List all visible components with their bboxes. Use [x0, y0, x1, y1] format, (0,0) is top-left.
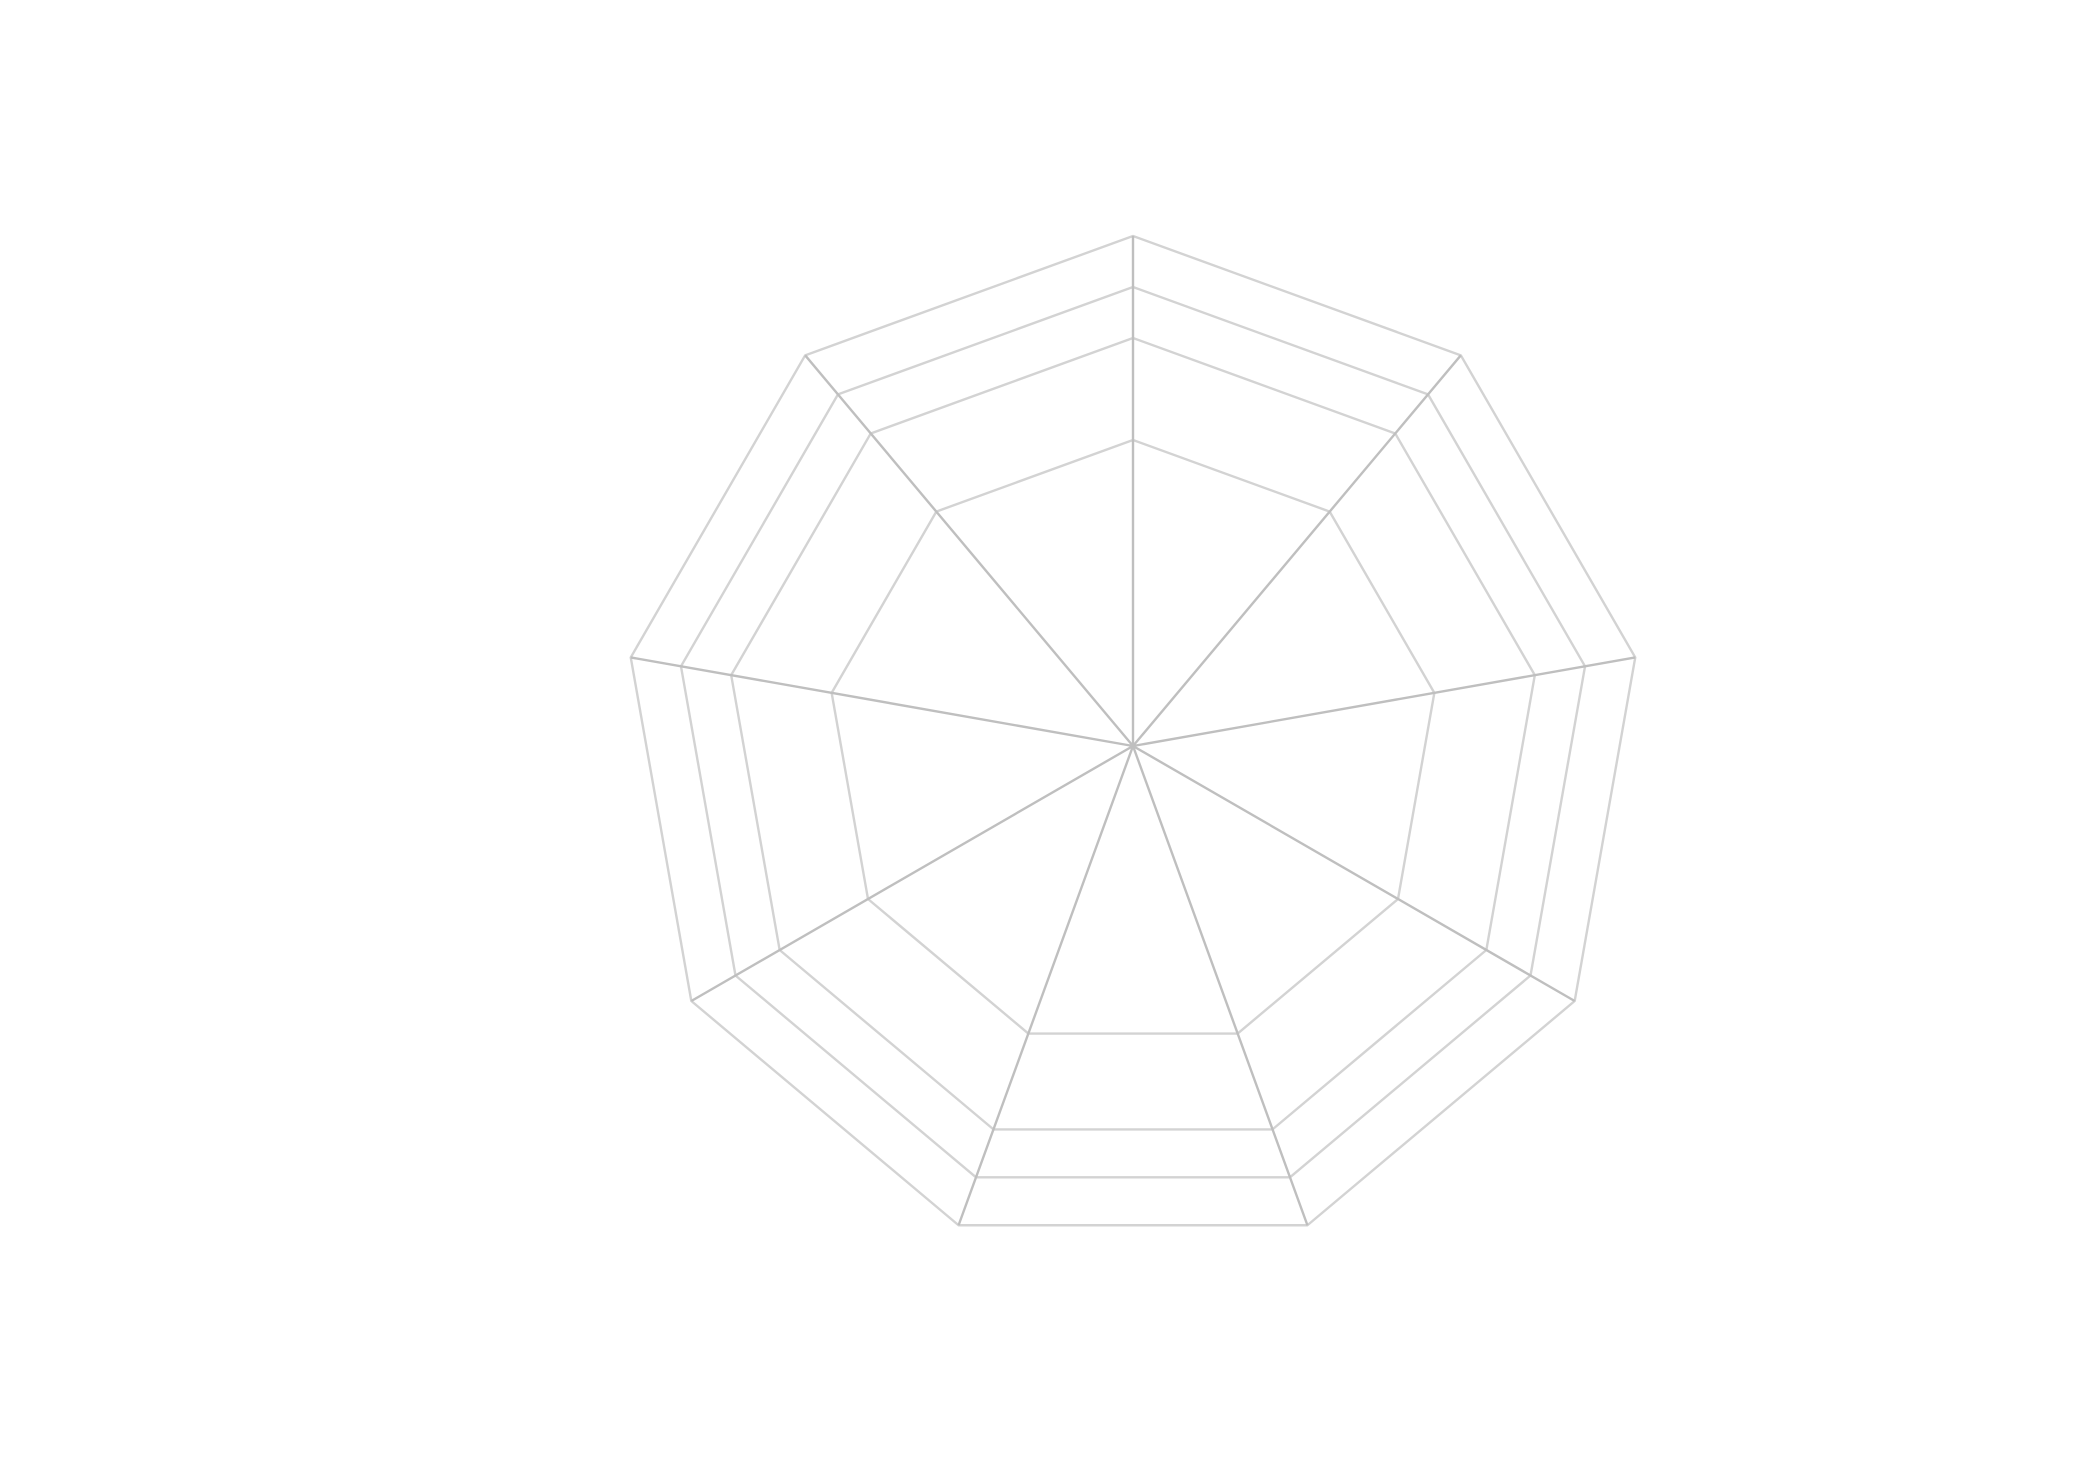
radar-spoke-7 — [690, 744, 1134, 1003]
radar-grid-ring-2 — [730, 336, 1537, 1131]
radar-grid-ring-3 — [679, 285, 1587, 1179]
radar-grid-ring-4 — [629, 234, 1637, 1227]
radar-spoke-5 — [1131, 745, 1309, 1226]
radar-spoke-3 — [1132, 656, 1636, 748]
radar-spoke-6 — [957, 745, 1135, 1226]
radar-grid-ring-1 — [830, 438, 1436, 1035]
radar-spokes — [630, 236, 1636, 1226]
radar-spoke-8 — [630, 656, 1134, 748]
radar-spoke-2 — [1132, 354, 1462, 747]
radar-grid — [629, 234, 1637, 1227]
radar-spoke-9 — [804, 354, 1134, 747]
radar-spoke-4 — [1132, 744, 1576, 1003]
